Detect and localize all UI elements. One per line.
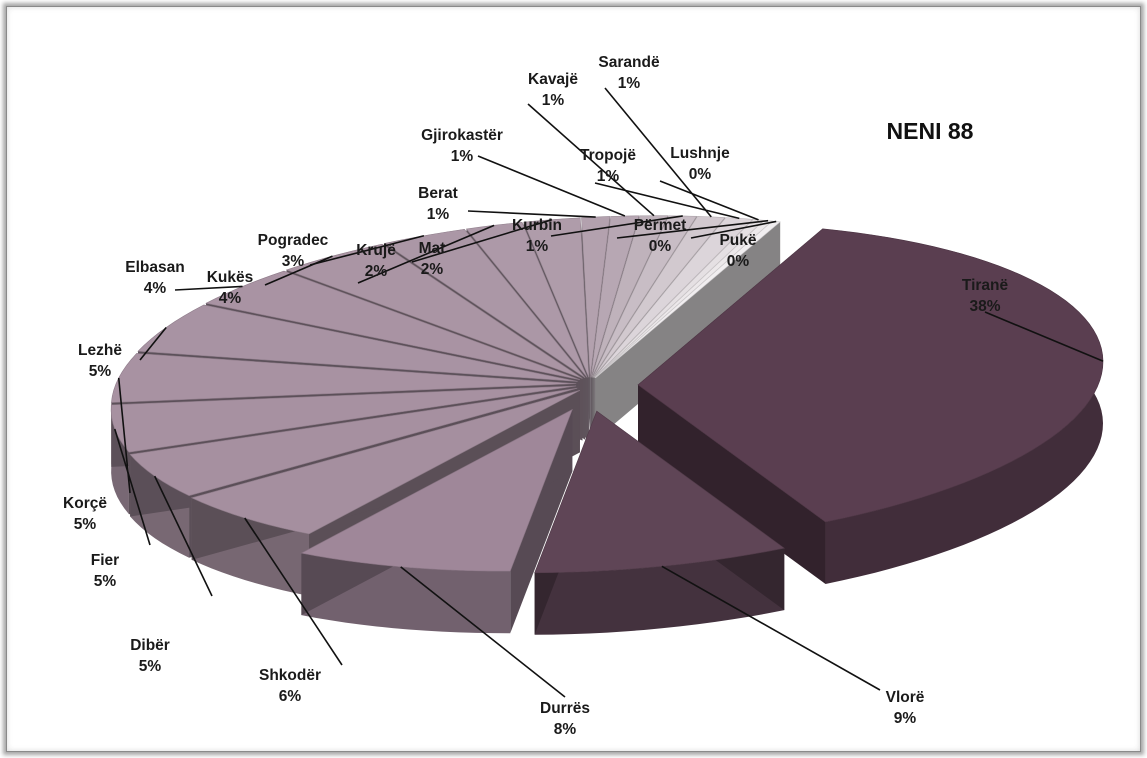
leader-line-përmet	[616, 219, 769, 239]
slice-pct-vlorë: 9%	[894, 710, 917, 727]
slice-label-kurbin: Kurbin	[512, 217, 562, 234]
slice-pct-kavajë: 1%	[542, 92, 565, 109]
leader-line-kurbin	[550, 215, 683, 237]
slice-top-9	[285, 243, 583, 379]
slice-label-kukës: Kukës	[207, 269, 254, 286]
slice-top-16	[592, 215, 698, 378]
slice-pct-kukës: 4%	[219, 290, 242, 307]
slice-label-vlorë: Vlorë	[886, 689, 925, 706]
pie-slices	[110, 215, 1104, 635]
slice-pct-pogradec: 3%	[282, 253, 305, 270]
slice-top-8	[205, 270, 580, 380]
chart-title: NENI 88	[887, 118, 974, 144]
slice-label-pogradec: Pogradec	[258, 232, 329, 249]
leader-line-pukë	[690, 220, 777, 239]
leader-line-berat	[467, 210, 596, 218]
leader-line-mat	[411, 218, 553, 263]
leader-line-gjirokastër	[477, 155, 626, 217]
slice-cut-0-1	[637, 384, 826, 584]
slice-top-7	[137, 304, 578, 382]
slice-label-shkodër: Shkodër	[259, 667, 321, 684]
slice-top-17	[593, 216, 726, 378]
leader-line-kavajë	[527, 103, 655, 217]
leader-line-lushnje	[659, 180, 759, 221]
slice-pct-korçë: 5%	[74, 516, 97, 533]
slice-labels: Tiranë 38% Vlorë 9% Durrës 8% Shkodër 6% Dibër 5%…	[63, 54, 1008, 738]
slice-pct-tiranë: 38%	[969, 298, 1000, 315]
slice-pct-përmet: 0%	[649, 238, 672, 255]
slice-label-përmet: Përmet	[634, 217, 687, 234]
slice-label-berat: Berat	[418, 185, 458, 202]
leader-line-elbasan	[174, 285, 243, 291]
leader-lines	[113, 87, 1104, 698]
slice-label-pukë: Pukë	[719, 232, 756, 249]
slice-pct-fier: 5%	[94, 573, 117, 590]
leader-line-fier	[113, 428, 151, 546]
leader-line-krujë	[357, 224, 495, 284]
slice-pct-tropojë: 1%	[597, 168, 620, 185]
slice-pct-krujë: 2%	[365, 263, 388, 280]
leader-line-sarandë	[604, 87, 712, 218]
slice-pct-elbasan: 4%	[144, 280, 167, 297]
leader-line-pogradec	[309, 234, 425, 266]
slice-pct-gjirokastër: 1%	[451, 148, 474, 165]
slice-label-lezhë: Lezhë	[78, 342, 122, 359]
slice-pct-kurbin: 1%	[526, 238, 549, 255]
slice-pct-dibër: 5%	[139, 658, 162, 675]
slice-label-tropojë: Tropojë	[580, 147, 636, 164]
slice-pct-durrës: 8%	[554, 721, 577, 738]
slice-pct-lushnje: 0%	[689, 166, 712, 183]
slice-label-fier: Fier	[91, 552, 119, 569]
leader-line-dibër	[153, 475, 213, 597]
slice-pct-lezhë: 5%	[89, 363, 112, 380]
leader-line-tropojë	[594, 182, 740, 220]
slice-pct-berat: 1%	[427, 206, 450, 223]
pie-slice-vlorë	[534, 410, 785, 635]
slice-top-6	[111, 353, 577, 403]
leader-line-kukës	[264, 255, 333, 286]
slice-label-korçë: Korçë	[63, 495, 107, 512]
slice-label-durrës: Durrës	[540, 700, 590, 717]
slice-pct-sarandë: 1%	[618, 75, 641, 92]
slice-label-lushnje: Lushnje	[670, 145, 730, 162]
leader-line-korçë	[117, 377, 131, 494]
slice-side-1	[534, 548, 785, 635]
slice-label-kavajë: Kavajë	[528, 71, 578, 88]
leader-line-shkodër	[244, 517, 343, 666]
slice-top-0	[637, 228, 1104, 523]
slice-pct-mat: 2%	[421, 261, 444, 278]
slice-label-gjirokastër: Gjirokastër	[421, 127, 503, 144]
slice-label-sarandë: Sarandë	[598, 54, 660, 71]
leader-line-durrës	[400, 566, 566, 698]
leader-line-vlorë	[661, 565, 881, 691]
slice-top-13	[581, 216, 611, 378]
slice-top-10	[383, 228, 586, 379]
slice-label-krujë: Krujë	[356, 242, 396, 259]
leader-line-lezhë	[139, 326, 167, 361]
slice-top-14	[590, 215, 640, 378]
slice-label-tiranë: Tiranë	[962, 277, 1009, 294]
slice-label-dibër: Dibër	[130, 637, 170, 654]
pie-slice-tiranë	[637, 228, 1104, 584]
slice-label-mat: Mat	[419, 240, 446, 257]
slice-label-elbasan: Elbasan	[125, 259, 184, 276]
slice-top-4	[129, 387, 578, 497]
slice-pct-pukë: 0%	[727, 253, 750, 270]
slice-pct-shkodër: 6%	[279, 688, 302, 705]
leader-line-tiranë	[984, 311, 1104, 362]
